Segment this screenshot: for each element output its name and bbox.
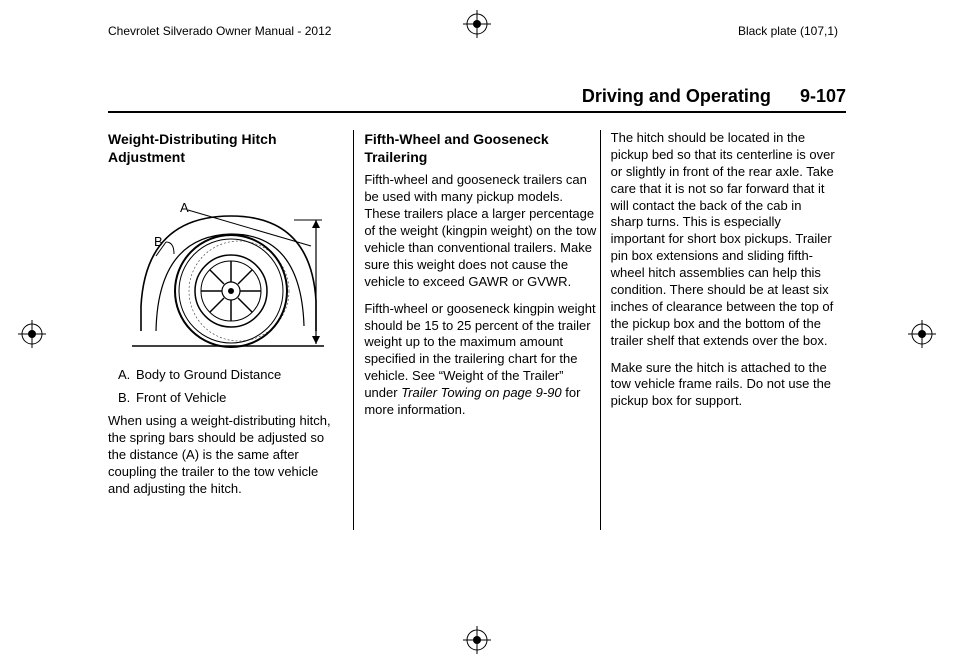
- header-row: Chevrolet Silverado Owner Manual - 2012 …: [0, 24, 954, 44]
- columns: Weight-Distributing Hitch Adjustment: [108, 130, 846, 530]
- list-text-a: Body to Ground Distance: [136, 367, 343, 384]
- col1-heading: Weight-Distributing Hitch Adjustment: [108, 130, 343, 166]
- col3-para1: The hitch should be located in the picku…: [611, 130, 836, 350]
- list-item-b: B. Front of Vehicle: [108, 390, 343, 407]
- crop-mark-bottom: [463, 626, 491, 654]
- column-1: Weight-Distributing Hitch Adjustment: [108, 130, 353, 530]
- section-title: Driving and Operating: [582, 86, 771, 106]
- col2-para2-ref: Trailer Towing on page 9-90: [401, 385, 561, 400]
- column-2: Fifth-Wheel and Gooseneck Trailering Fif…: [354, 130, 599, 530]
- section-head-row: Driving and Operating 9-107: [108, 86, 846, 108]
- col3-para2: Make sure the hitch is attached to the t…: [611, 360, 836, 411]
- col1-para: When using a weight-distributing hitch, …: [108, 413, 343, 497]
- list-letter-b: B.: [108, 390, 136, 407]
- list-text-b: Front of Vehicle: [136, 390, 343, 407]
- header-right: Black plate (107,1): [738, 24, 838, 38]
- col2-para2: Fifth-wheel or gooseneck kingpin weight …: [364, 301, 599, 419]
- section-pagenum: 9-107: [800, 86, 846, 106]
- header-left: Chevrolet Silverado Owner Manual - 2012: [108, 24, 331, 38]
- wheel-figure: A B: [126, 176, 326, 351]
- figure-label-b: B: [154, 234, 163, 249]
- list-letter-a: A.: [108, 367, 136, 384]
- list-item-a: A. Body to Ground Distance: [108, 367, 343, 384]
- crop-mark-right: [908, 320, 936, 348]
- col2-heading: Fifth-Wheel and Gooseneck Trailering: [364, 130, 599, 166]
- col2-para1: Fifth-wheel and gooseneck trailers can b…: [364, 172, 599, 290]
- column-3: The hitch should be located in the picku…: [601, 130, 846, 530]
- crop-mark-left: [18, 320, 46, 348]
- figure-label-a: A: [180, 200, 189, 215]
- section-rule: [108, 111, 846, 113]
- section-heading: Driving and Operating 9-107: [582, 86, 846, 107]
